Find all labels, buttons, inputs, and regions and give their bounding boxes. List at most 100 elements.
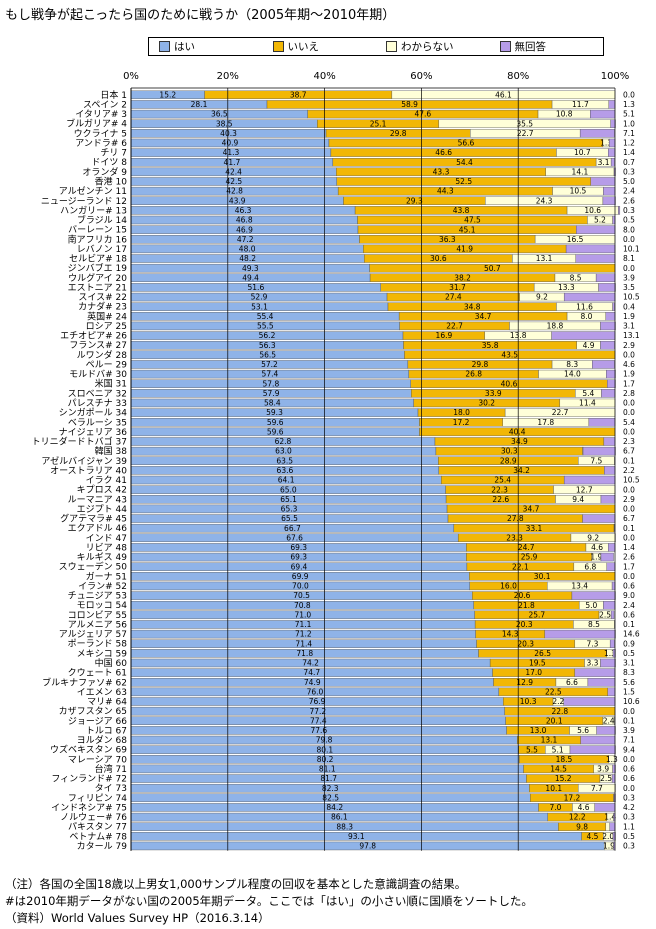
data-label: 97.8 bbox=[359, 842, 376, 851]
data-label: 40.4 bbox=[509, 427, 526, 436]
category-label: オランダ 9 bbox=[82, 166, 127, 178]
bar-segment bbox=[574, 668, 616, 677]
data-label: 59.3 bbox=[266, 408, 283, 417]
data-label: 26.8 bbox=[465, 370, 482, 379]
no-answer-label: 10.5 bbox=[623, 476, 640, 485]
no-answer-label: 1.4 bbox=[623, 148, 635, 157]
data-label: 44.3 bbox=[437, 187, 454, 196]
no-answer-label: 0.5 bbox=[623, 216, 635, 225]
no-answer-label: 0.1 bbox=[623, 524, 635, 533]
no-answer-label: 3.9 bbox=[623, 726, 635, 735]
no-answer-label: 0.7 bbox=[623, 158, 635, 167]
data-label: 11.4 bbox=[579, 399, 596, 408]
data-label: 63.6 bbox=[277, 466, 294, 475]
data-label: 41.7 bbox=[224, 158, 241, 167]
category-label: スウェーデン 50 bbox=[59, 561, 128, 573]
bar-segment bbox=[609, 822, 616, 831]
no-answer-label: 0.3 bbox=[623, 813, 635, 822]
no-answer-label: 5.0 bbox=[623, 177, 635, 186]
bar-segment bbox=[601, 389, 616, 398]
no-answer-label: 2.9 bbox=[623, 495, 635, 504]
no-answer-label: 0.1 bbox=[623, 716, 635, 725]
data-label: 48.2 bbox=[239, 254, 256, 263]
no-answer-label: 0.6 bbox=[623, 774, 635, 783]
x-tick-label: 100% bbox=[601, 71, 630, 82]
data-label: 69.9 bbox=[292, 572, 309, 581]
bar-segment bbox=[603, 600, 616, 610]
data-label: 18.0 bbox=[453, 408, 470, 417]
data-label: 56.3 bbox=[259, 341, 276, 350]
data-label: 65.0 bbox=[280, 485, 297, 494]
no-answer-label: 0.0 bbox=[623, 505, 635, 514]
data-label: 4.6 bbox=[591, 543, 603, 552]
data-label: 8.0 bbox=[580, 312, 592, 321]
category-label: ハンガリー# 13 bbox=[60, 205, 127, 216]
category-label: ニュージーランド 12 bbox=[41, 196, 127, 207]
data-label: 12.2 bbox=[569, 813, 586, 822]
data-label: 49.3 bbox=[242, 264, 259, 273]
data-label: 20.6 bbox=[514, 591, 531, 600]
bar-segment bbox=[582, 514, 616, 523]
bar-segment bbox=[563, 475, 616, 485]
data-label: 5.5 bbox=[526, 745, 538, 754]
bar-segment bbox=[612, 832, 616, 841]
bar-segment bbox=[588, 418, 616, 427]
no-answer-label: 2.4 bbox=[623, 601, 635, 610]
legend-item-0: はい bbox=[149, 39, 263, 54]
data-label: 40.6 bbox=[501, 379, 518, 388]
category-label: カタール 79 bbox=[77, 841, 128, 852]
data-label: 49.4 bbox=[242, 273, 259, 282]
legend-label: 無回答 bbox=[514, 41, 547, 53]
category-label: クウェート 61 bbox=[68, 668, 127, 679]
data-label: 22.6 bbox=[492, 495, 509, 504]
no-answer-label: 0.0 bbox=[623, 572, 635, 581]
data-label: 1.4 bbox=[604, 813, 616, 822]
category-label: トリニダードトバゴ 37 bbox=[32, 436, 127, 448]
data-label: 16.0 bbox=[500, 582, 517, 591]
data-label: 20.3 bbox=[517, 639, 534, 648]
no-answer-label: 1.1 bbox=[623, 822, 635, 831]
data-label: 59.6 bbox=[267, 418, 284, 427]
data-label: 17.0 bbox=[525, 668, 542, 677]
data-label: 41.3 bbox=[223, 148, 240, 157]
data-label: 43.8 bbox=[453, 206, 470, 215]
data-label: 10.3 bbox=[520, 697, 537, 706]
data-label: 17.2 bbox=[564, 793, 581, 802]
data-label: 3.3 bbox=[587, 659, 599, 668]
no-answer-label: 4.6 bbox=[623, 360, 635, 369]
data-label: 80.2 bbox=[317, 755, 334, 764]
category-label: パレスチナ 33 bbox=[68, 398, 127, 409]
no-answer-label: 0.3 bbox=[623, 167, 635, 176]
data-label: 40.9 bbox=[222, 139, 239, 148]
data-label: 22.7 bbox=[552, 408, 569, 417]
no-answer-label: 2.2 bbox=[623, 466, 635, 475]
category-label: イラク 41 bbox=[86, 475, 127, 486]
data-label: 65.1 bbox=[280, 495, 297, 504]
data-label: 24.7 bbox=[518, 543, 535, 552]
data-label: 53.1 bbox=[251, 302, 268, 311]
category-label: オーストラリア 40 bbox=[50, 465, 127, 476]
category-label: ロシア 25 bbox=[86, 322, 127, 332]
category-label: グアテマラ# 45 bbox=[60, 513, 127, 525]
data-label: 16.9 bbox=[436, 331, 453, 340]
no-answer-label: 0.0 bbox=[623, 755, 635, 764]
data-label: 70.8 bbox=[294, 601, 311, 610]
no-answer-label: 2.6 bbox=[623, 553, 635, 562]
data-label: 34.7 bbox=[523, 505, 540, 514]
note-line-2: #は2010年期データがない国の2005年期データ。ここでは「はい」の小さい順に… bbox=[5, 894, 533, 908]
data-label: 18.5 bbox=[556, 755, 573, 764]
note-line-1: （注）各国の全国18歳以上男女1,000サンプル程度の回収を基本とした意識調査の… bbox=[5, 877, 467, 891]
data-label: 63.0 bbox=[275, 447, 292, 456]
category-label: モロッコ 54 bbox=[77, 601, 128, 611]
data-label: 70.5 bbox=[293, 591, 310, 600]
data-label: 5.6 bbox=[577, 726, 589, 735]
data-label: 2.5 bbox=[599, 610, 611, 619]
data-label: 1.3 bbox=[606, 755, 618, 764]
data-label: 46.9 bbox=[236, 225, 253, 234]
data-label: 3.9 bbox=[597, 765, 609, 774]
data-label: 2.4 bbox=[603, 716, 615, 725]
category-label: リビア 48 bbox=[86, 542, 128, 553]
data-label: 86.1 bbox=[331, 813, 348, 822]
category-label: イラン# 52 bbox=[78, 581, 127, 592]
data-label: 31.7 bbox=[449, 283, 466, 292]
